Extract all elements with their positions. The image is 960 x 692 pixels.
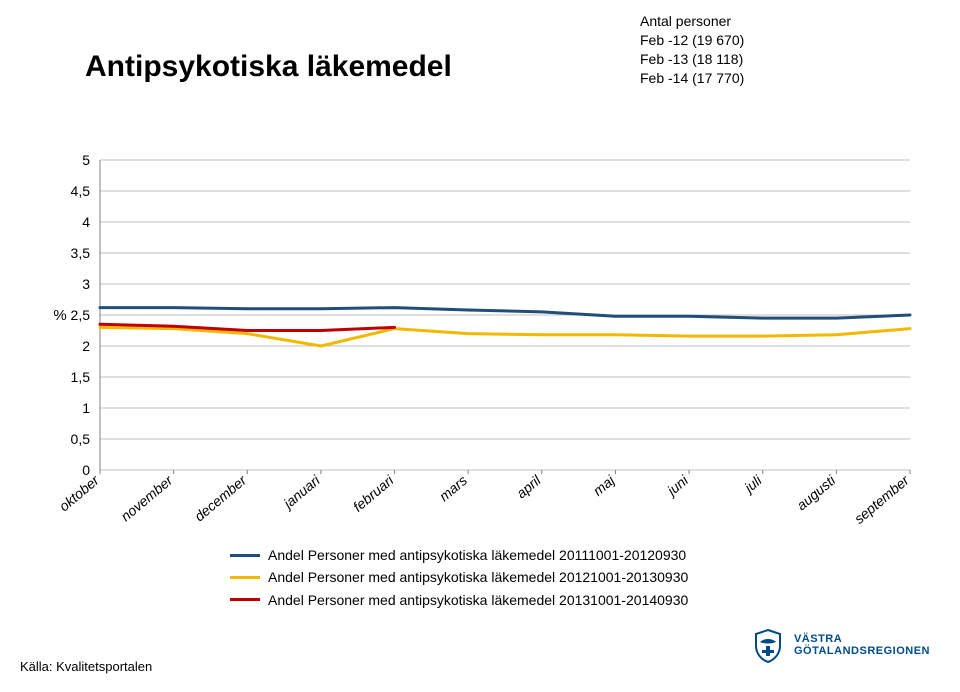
svg-text:5: 5 (82, 152, 90, 168)
svg-text:4: 4 (82, 214, 90, 230)
svg-text:%: % (53, 307, 66, 324)
legend-swatch-0 (230, 554, 260, 557)
legend-label-0: Andel Personer med antipsykotiska läkeme… (268, 545, 686, 565)
legend-label-2: Andel Personer med antipsykotiska läkeme… (268, 590, 688, 610)
legend-row-2: Andel Personer med antipsykotiska läkeme… (230, 590, 688, 610)
line-chart: 00,511,522,533,544,55%oktobernovemberdec… (40, 150, 920, 530)
legend-row-1: Andel Personer med antipsykotiska läkeme… (230, 567, 688, 587)
source-label: Källa: Kvalitetsportalen (20, 659, 152, 674)
persons-line-3: Feb -14 (17 770) (640, 69, 744, 88)
persons-line-0: Antal personer (640, 12, 744, 31)
persons-line-1: Feb -12 (19 670) (640, 31, 744, 50)
svg-text:1: 1 (82, 400, 90, 416)
svg-text:mars: mars (436, 472, 470, 504)
brand-line-2: GÖTALANDSREGIONEN (794, 646, 930, 658)
svg-text:februari: februari (350, 471, 397, 514)
chart-svg: 00,511,522,533,544,55%oktobernovemberdec… (40, 150, 920, 530)
svg-text:december: december (191, 471, 250, 524)
persons-line-2: Feb -13 (18 118) (640, 50, 744, 69)
legend-swatch-1 (230, 576, 260, 579)
persons-count-box: Antal personer Feb -12 (19 670) Feb -13 … (640, 12, 744, 88)
svg-text:4,5: 4,5 (71, 183, 91, 199)
svg-text:november: november (118, 471, 177, 524)
svg-text:augusti: augusti (793, 471, 839, 513)
page-title: Antipsykotiska läkemedel (85, 50, 452, 84)
svg-text:april: april (513, 471, 544, 501)
chart-legend: Andel Personer med antipsykotiska läkeme… (230, 545, 688, 612)
svg-text:maj: maj (590, 471, 618, 498)
svg-text:0,5: 0,5 (71, 431, 91, 447)
legend-label-1: Andel Personer med antipsykotiska läkeme… (268, 567, 688, 587)
svg-text:2: 2 (82, 338, 90, 354)
legend-swatch-2 (230, 598, 260, 601)
svg-text:3,5: 3,5 (71, 245, 91, 261)
svg-text:januari: januari (279, 471, 324, 512)
legend-row-0: Andel Personer med antipsykotiska läkeme… (230, 545, 688, 565)
svg-text:september: september (851, 471, 913, 527)
svg-text:2,5: 2,5 (71, 307, 91, 323)
brand-logo: VÄSTRA GÖTALANDSREGIONEN (750, 628, 930, 664)
svg-text:3: 3 (82, 276, 90, 292)
crest-icon (750, 628, 786, 664)
svg-text:oktober: oktober (56, 471, 103, 514)
brand-text: VÄSTRA GÖTALANDSREGIONEN (794, 634, 930, 657)
svg-text:juli: juli (740, 471, 766, 496)
svg-text:1,5: 1,5 (71, 369, 91, 385)
svg-text:juni: juni (663, 471, 692, 499)
